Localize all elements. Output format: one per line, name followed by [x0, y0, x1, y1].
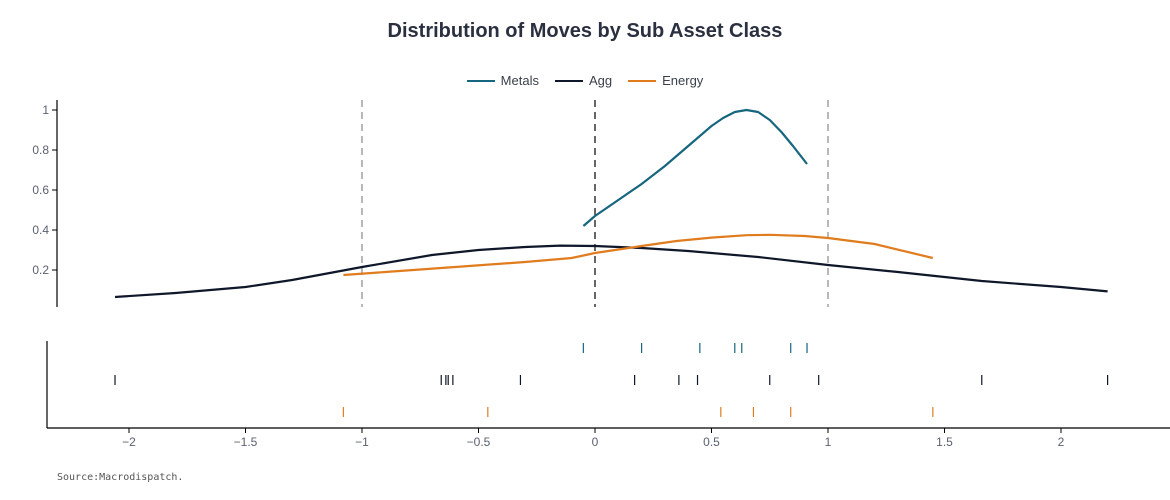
series-line-metals	[582, 108, 808, 227]
legend-item-metals[interactable]: Metals	[466, 73, 539, 88]
y-tick-label: 0.8	[32, 143, 49, 157]
x-tick-label: −2	[122, 435, 136, 449]
source-note: Source:Macrodispatch.	[57, 472, 184, 483]
series-line-energy	[343, 233, 934, 277]
legend-label-agg: Agg	[588, 73, 613, 88]
legend-label-metals: Metals	[500, 73, 539, 88]
legend-swatch-agg	[554, 79, 583, 82]
legend-item-energy[interactable]: Energy	[628, 73, 703, 88]
y-tick-label: 0.2	[32, 263, 49, 277]
y-tick-label: 1	[42, 103, 49, 117]
legend-swatch-metals	[466, 79, 495, 82]
x-tick-label: 1	[825, 435, 832, 449]
legend: Metals Agg Energy	[0, 73, 1170, 88]
x-tick-label: 0	[592, 435, 599, 449]
y-tick-label: 0.6	[32, 183, 49, 197]
legend-item-agg[interactable]: Agg	[554, 73, 613, 88]
x-tick-label: 2	[1058, 435, 1065, 449]
x-tick-label: 0.5	[703, 435, 720, 449]
x-tick-label: −1	[355, 435, 369, 449]
x-tick-label: 1.5	[936, 435, 953, 449]
x-tick-label: −1.5	[234, 435, 258, 449]
series-line-agg	[114, 244, 1108, 299]
legend-swatch-energy	[628, 79, 657, 82]
chart-title: Distribution of Moves by Sub Asset Class	[387, 20, 783, 42]
x-tick-label: −0.5	[467, 435, 491, 449]
legend-label-energy: Energy	[662, 73, 704, 88]
y-tick-label: 0.4	[32, 223, 49, 237]
